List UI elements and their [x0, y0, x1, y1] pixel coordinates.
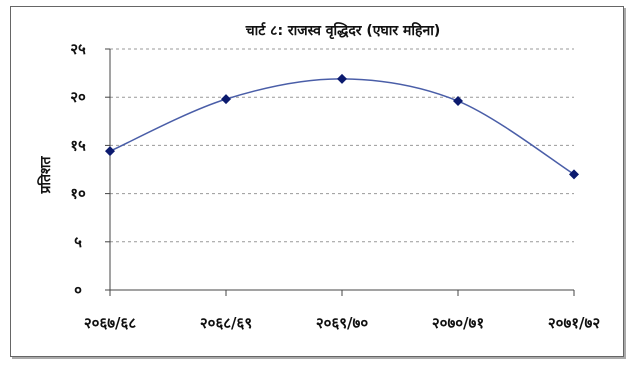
chart-title: चार्ट ८: राजस्व वृद्धिदर (एघार महिना) [245, 22, 441, 40]
x-tick-label: २०६८/६९ [200, 314, 252, 332]
data-point-marker [569, 169, 579, 180]
y-tick-label: ० [74, 281, 82, 299]
y-tick-label: २० [70, 88, 86, 106]
x-tick-label: २०६७/६८ [84, 314, 136, 332]
series-group [105, 73, 579, 180]
y-tick-label: ५ [74, 233, 82, 251]
data-point-marker [105, 146, 115, 157]
y-tick-label: १५ [70, 136, 86, 154]
x-tick-label: २०६९/७० [316, 314, 368, 332]
x-tick-labels: २०६७/६८ २०६८/६९ २०६९/७० २०७०/७१ २०७१/७२ [84, 314, 600, 332]
chart-frame [10, 6, 624, 357]
y-tick-labels: ० ५ १० १५ २० २५ [70, 40, 86, 299]
gridlines [110, 48, 574, 243]
x-tick-label: २०७१/७२ [548, 314, 600, 332]
y-tick-label: २५ [70, 40, 86, 58]
axes [105, 48, 575, 296]
y-axis-label: प्रतिशत [37, 155, 54, 194]
data-point-marker [221, 94, 231, 105]
data-point-marker [453, 96, 463, 107]
y-tick-label: १० [70, 185, 86, 203]
x-tick-label: २०७०/७१ [432, 314, 484, 332]
series-line [109, 78, 575, 175]
data-point-marker [337, 73, 347, 84]
